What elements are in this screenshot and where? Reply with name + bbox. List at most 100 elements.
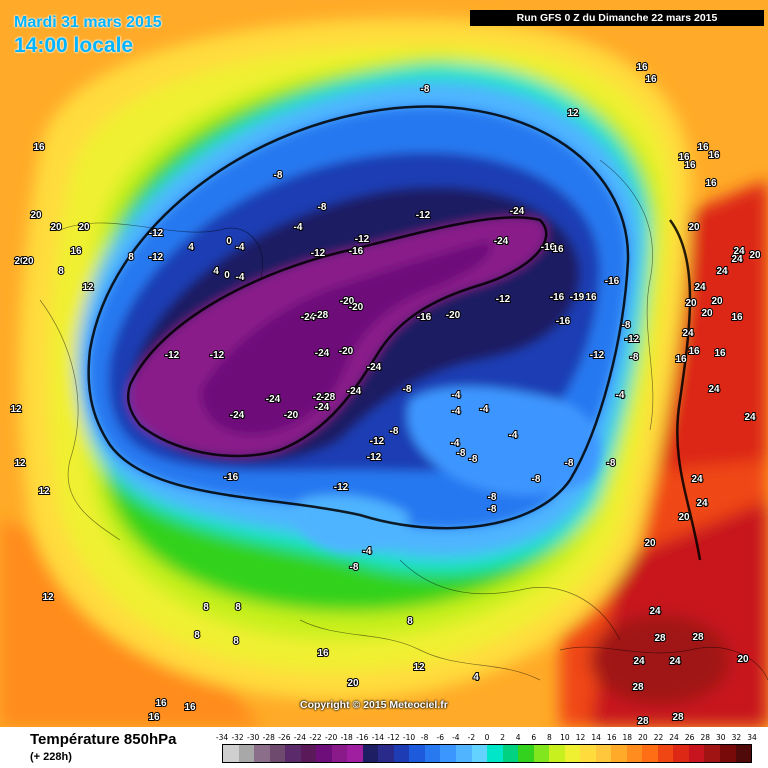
legend-value: -32 xyxy=(231,733,244,742)
temperature-label: -16 xyxy=(556,316,571,327)
legend-swatch xyxy=(657,745,674,762)
temperature-label: -16 xyxy=(605,276,620,287)
legend-value: -24 xyxy=(293,733,307,742)
legend-swatch xyxy=(378,745,394,762)
temperature-label: -8 xyxy=(469,454,478,465)
legend-value: 4 xyxy=(515,733,521,742)
temperature-label: 20 xyxy=(22,256,34,267)
temperature-label: -12 xyxy=(334,482,349,493)
temperature-label: -8 xyxy=(532,474,541,485)
temperature-label: 16 xyxy=(697,142,709,153)
legend-bar xyxy=(222,744,752,763)
temperature-label: 16 xyxy=(714,348,726,359)
legend-swatch xyxy=(254,745,270,762)
temperature-label: -4 xyxy=(480,404,489,415)
legend-swatch xyxy=(393,745,410,762)
temperature-label: -4 xyxy=(616,390,625,401)
temperature-label: -24 xyxy=(266,394,281,405)
temperature-label: -8 xyxy=(488,504,497,515)
temperature-label: -8 xyxy=(488,492,497,503)
temperature-label: 8 xyxy=(194,630,200,641)
temperature-label: 16 xyxy=(184,702,196,713)
temperature-label: 4 xyxy=(473,672,479,683)
legend-value: 6 xyxy=(531,733,537,742)
temperature-label: -4 xyxy=(294,222,303,233)
legend-value: -6 xyxy=(436,733,444,742)
temperature-label: 24 xyxy=(716,266,728,277)
temperature-label: 24 xyxy=(733,246,745,257)
temperature-label: -8 xyxy=(421,84,430,95)
temperature-label: 24 xyxy=(649,606,661,617)
temperature-label: -12 xyxy=(149,228,164,239)
temperature-label: -20 xyxy=(446,310,461,321)
temperature-label: -8 xyxy=(565,458,574,469)
temperature-label: -28 xyxy=(314,310,329,321)
forecast-time: 14:00 locale xyxy=(14,34,134,57)
temperature-label: -24 xyxy=(367,362,382,373)
temperature-label: 16 xyxy=(148,712,160,723)
forecast-date: Mardi 31 mars 2015 xyxy=(14,14,162,31)
legend-value: -26 xyxy=(278,733,291,742)
legend-swatch xyxy=(424,745,441,762)
temperature-label: 16 xyxy=(155,698,167,709)
run-info: Run GFS 0 Z du Dimanche 22 mars 2015 xyxy=(470,10,764,26)
legend-swatch xyxy=(611,745,627,762)
temperature-label: -8 xyxy=(622,320,631,331)
legend-swatch xyxy=(347,745,363,762)
legend-value: 16 xyxy=(606,733,617,742)
legend-value: -34 xyxy=(215,733,229,742)
temperature-label: -20 xyxy=(340,296,355,307)
temperature-label: 16 xyxy=(33,142,45,153)
legend-swatch xyxy=(642,745,658,762)
legend-value: 34 xyxy=(747,733,757,742)
temperature-label: 0 xyxy=(224,270,230,281)
legend-swatch xyxy=(735,745,752,762)
temperature-label: -19 xyxy=(570,292,585,303)
legend-value: -22 xyxy=(309,733,322,742)
temperature-label: 8 xyxy=(407,616,413,627)
zone-dark-purple xyxy=(200,240,492,436)
temperature-label: -8 xyxy=(318,202,327,213)
temperature-label: 12 xyxy=(42,592,54,603)
legend-swatch xyxy=(409,745,425,762)
temperature-label: 24 xyxy=(696,498,708,509)
legend-value: 22 xyxy=(653,733,664,742)
legend-value: 2 xyxy=(500,733,505,742)
temperature-label: -28 xyxy=(321,392,336,403)
temperature-label: -12 xyxy=(590,350,605,361)
temperature-label: -12 xyxy=(416,210,431,221)
temperature-label: 24 xyxy=(691,474,703,485)
temperature-label: -24 xyxy=(315,348,330,359)
temperature-label: -20 xyxy=(339,346,354,357)
legend-value: -12 xyxy=(387,733,400,742)
legend-swatch xyxy=(688,745,705,762)
temperature-label: -24 xyxy=(313,392,328,403)
temperature-label: 16 xyxy=(675,354,687,365)
temperature-label: 8 xyxy=(128,252,134,263)
legend-value: 20 xyxy=(638,733,648,742)
temperature-label: 16 xyxy=(708,150,720,161)
temperature-label: -20 xyxy=(349,302,364,313)
temperature-label: -8 xyxy=(457,448,466,459)
legend-swatch xyxy=(269,745,286,762)
temperature-label: 16 xyxy=(705,178,717,189)
temperature-label: 24 xyxy=(731,254,743,265)
temperature-label: 8 xyxy=(233,636,239,647)
temperature-label: 16 xyxy=(645,74,657,85)
legend-value: -20 xyxy=(324,733,338,742)
temperature-label: -12 xyxy=(165,350,180,361)
footer-panel: Température 850hPa (+ 228h) -34 -32 -30 -28… xyxy=(0,727,768,768)
legend-swatch xyxy=(455,745,472,762)
temperature-label: -12 xyxy=(625,334,640,345)
legend-swatch xyxy=(331,745,348,762)
temperature-label: 20 xyxy=(678,512,690,523)
temperature-label: -16 xyxy=(349,246,364,257)
temperature-label: 12 xyxy=(567,108,579,119)
temperature-label: 16 xyxy=(684,160,696,171)
temperature-label: 8 xyxy=(58,266,64,277)
temperature-label: 16 xyxy=(317,648,329,659)
temperature-label: -4 xyxy=(236,242,245,253)
temperature-label: 20 xyxy=(347,678,359,689)
temperature-label: 20 xyxy=(688,222,700,233)
